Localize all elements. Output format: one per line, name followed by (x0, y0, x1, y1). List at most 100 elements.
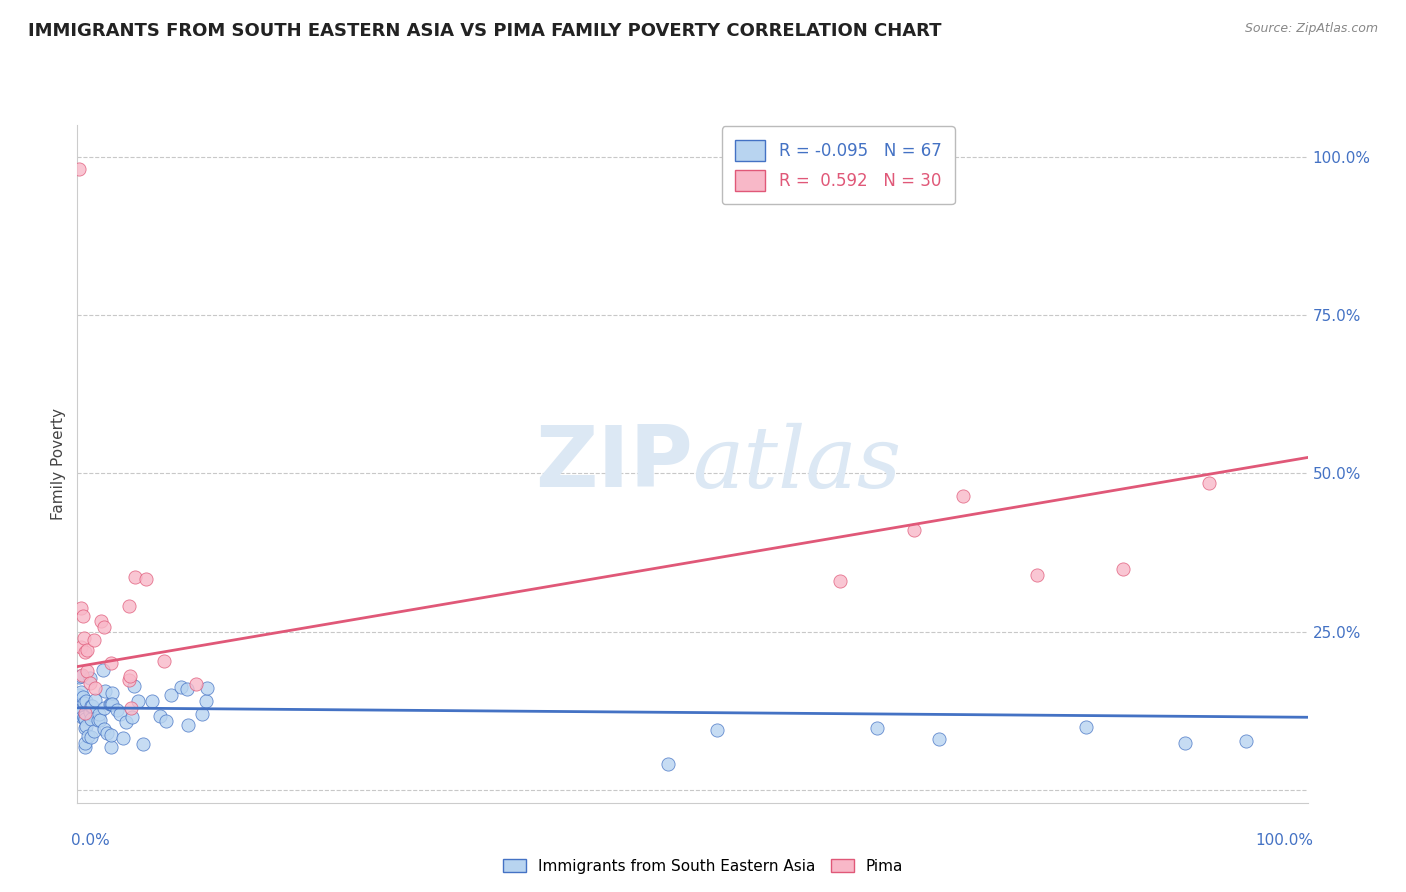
Y-axis label: Family Poverty: Family Poverty (51, 408, 66, 520)
Point (70, 685, 93, 699)
Point (195, 681, 218, 695)
Point (67, 670, 90, 684)
Text: atlas: atlas (693, 423, 901, 505)
Point (70, 710, 93, 724)
Point (79, 671, 101, 685)
Point (657, 757, 679, 772)
Point (83, 632, 105, 647)
Point (903, 523, 925, 537)
Point (127, 694, 149, 708)
Point (1026, 567, 1049, 582)
Point (100, 728, 122, 742)
Point (141, 694, 163, 708)
Point (1234, 734, 1257, 748)
Point (90, 614, 112, 628)
Point (121, 710, 143, 724)
Point (73, 706, 96, 720)
Point (118, 599, 141, 613)
Point (100, 697, 122, 711)
Point (170, 680, 193, 694)
Point (118, 668, 141, 682)
Point (952, 489, 974, 503)
Point (67, 162, 90, 177)
Point (107, 703, 129, 717)
Point (124, 570, 146, 584)
Point (69, 706, 91, 720)
Point (72, 608, 94, 623)
Point (100, 656, 122, 670)
Point (69, 706, 91, 720)
Point (77, 730, 100, 744)
Point (1198, 476, 1220, 491)
Point (101, 698, 124, 712)
Point (75, 719, 97, 733)
Point (866, 721, 889, 735)
Point (830, 574, 852, 588)
Point (70, 667, 93, 681)
Point (93, 620, 115, 634)
Point (76, 664, 98, 678)
Point (72, 631, 94, 645)
Point (100, 740, 122, 755)
Point (153, 654, 176, 668)
Text: ZIP: ZIP (534, 422, 693, 506)
Point (195, 694, 218, 708)
Point (120, 700, 142, 714)
Point (87, 713, 110, 727)
Point (94, 684, 117, 698)
Point (75, 721, 97, 735)
Point (93, 701, 115, 715)
Point (149, 708, 172, 723)
Text: Source: ZipAtlas.com: Source: ZipAtlas.com (1244, 22, 1378, 36)
Point (79, 706, 101, 720)
Point (1076, 720, 1098, 734)
Point (73, 736, 96, 750)
Point (111, 731, 134, 745)
Point (101, 686, 124, 700)
Point (87, 706, 110, 721)
Point (118, 673, 141, 688)
Point (96, 725, 118, 739)
Point (177, 718, 200, 732)
Point (70, 601, 93, 615)
Point (190, 706, 212, 721)
Point (135, 572, 157, 586)
Point (73, 645, 96, 659)
Point (80, 730, 103, 744)
Text: 100.0%: 100.0% (1256, 833, 1313, 848)
Point (80, 712, 103, 726)
Point (67, 704, 90, 718)
Point (155, 714, 177, 729)
Point (115, 715, 138, 730)
Point (80, 698, 103, 713)
Point (706, 723, 728, 738)
Text: 0.0%: 0.0% (72, 833, 110, 848)
Point (100, 697, 122, 711)
Point (184, 677, 207, 691)
Point (108, 706, 131, 721)
Point (67, 688, 90, 702)
Point (70, 640, 93, 654)
Point (93, 722, 115, 736)
Point (1174, 736, 1197, 750)
Point (1112, 562, 1135, 576)
Point (132, 737, 155, 751)
Point (160, 689, 183, 703)
Point (83, 724, 105, 739)
Point (928, 732, 950, 747)
Point (69, 669, 91, 683)
Point (72, 710, 94, 724)
Legend: Immigrants from South Eastern Asia, Pima: Immigrants from South Eastern Asia, Pima (496, 853, 910, 880)
Legend: R = -0.095   N = 67, R =  0.592   N = 30: R = -0.095 N = 67, R = 0.592 N = 30 (723, 127, 955, 204)
Point (89, 713, 111, 727)
Point (83, 693, 105, 707)
Point (76, 642, 98, 657)
Point (72, 710, 94, 724)
Point (80, 699, 103, 714)
Point (176, 681, 198, 696)
Point (72, 690, 94, 704)
Point (73, 696, 96, 710)
Text: IMMIGRANTS FROM SOUTH EASTERN ASIA VS PIMA FAMILY POVERTY CORRELATION CHART: IMMIGRANTS FROM SOUTH EASTERN ASIA VS PI… (28, 22, 942, 40)
Point (91, 663, 114, 677)
Point (67, 690, 90, 705)
